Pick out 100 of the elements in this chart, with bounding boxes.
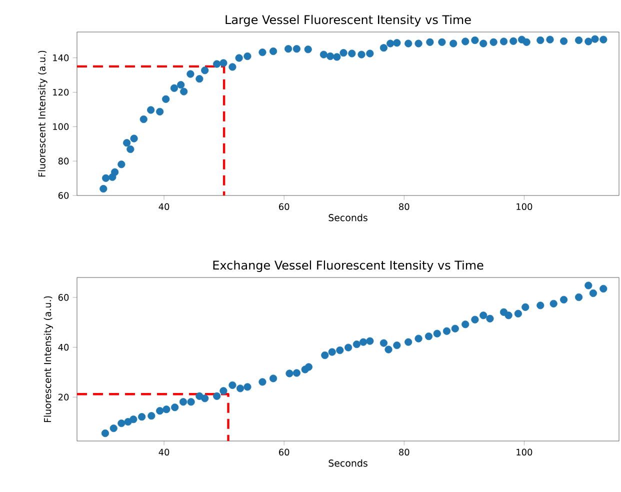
point (366, 50, 374, 58)
point (462, 38, 470, 46)
point (258, 378, 266, 386)
point (522, 303, 530, 311)
point (110, 424, 118, 432)
point (326, 52, 334, 60)
point (138, 413, 146, 421)
point (186, 70, 194, 78)
point (480, 312, 488, 320)
point (286, 370, 294, 378)
point (546, 36, 554, 44)
point (196, 75, 204, 83)
point (130, 134, 138, 142)
x-tick-label: 80 (399, 203, 410, 210)
point (600, 36, 608, 44)
point (358, 50, 366, 58)
point (522, 38, 530, 46)
point (386, 40, 394, 48)
point (442, 327, 451, 335)
point (589, 289, 597, 298)
x-axis-title: Seconds (328, 214, 368, 222)
point (591, 35, 599, 43)
point (171, 404, 179, 412)
point (126, 145, 134, 153)
y-tick-label: 20 (58, 394, 69, 401)
point (235, 54, 243, 62)
point (101, 429, 110, 438)
point (269, 374, 278, 382)
point (348, 50, 356, 58)
point (140, 115, 148, 124)
point (451, 324, 459, 332)
point (244, 383, 252, 391)
point (584, 282, 592, 290)
point (147, 106, 155, 114)
y-tick-label: 100 (53, 123, 69, 130)
point (490, 38, 498, 46)
point (380, 44, 388, 52)
point (187, 398, 195, 406)
point (380, 339, 388, 347)
y-axis-title: Fluorescent Intensity (a.u.) (38, 50, 48, 177)
point (433, 330, 441, 338)
point (328, 348, 336, 356)
point (228, 63, 236, 71)
point (321, 351, 329, 360)
point (536, 36, 544, 44)
chart-title: Exchange Vessel Fluorescent Itensity vs Time (213, 260, 484, 272)
point (438, 38, 446, 46)
point (560, 37, 568, 45)
point (102, 174, 110, 182)
x-tick-label: 60 (279, 448, 290, 456)
point (550, 300, 558, 308)
point (360, 338, 368, 346)
point (480, 40, 488, 48)
point (536, 302, 544, 310)
point (462, 320, 470, 328)
point (228, 381, 236, 389)
point (213, 392, 221, 400)
point (304, 363, 312, 371)
y-tick-label: 40 (58, 344, 69, 351)
point (471, 316, 479, 324)
point (424, 332, 433, 340)
point (366, 337, 374, 345)
point (156, 108, 164, 116)
point (170, 84, 178, 92)
y-tick-label: 60 (58, 192, 69, 199)
y-tick-label: 120 (53, 88, 69, 96)
point (292, 45, 300, 53)
x-tick-label: 100 (516, 448, 532, 456)
point (244, 52, 252, 60)
point (426, 38, 434, 46)
point (404, 40, 412, 48)
x-tick-label: 60 (279, 203, 290, 210)
y-tick-label: 80 (58, 158, 69, 164)
point (162, 406, 170, 414)
point (510, 37, 518, 45)
point (111, 168, 119, 176)
point (220, 59, 228, 67)
point (393, 341, 401, 350)
point (414, 334, 422, 342)
point (414, 40, 422, 48)
point (344, 344, 352, 352)
chart-title: Large Vessel Fluorescent Itensity vs Time (226, 14, 471, 26)
point (258, 48, 266, 56)
point (156, 407, 164, 415)
x-tick-label: 40 (158, 448, 170, 456)
point (180, 88, 188, 96)
x-tick-label: 80 (399, 448, 410, 456)
point (130, 416, 138, 424)
point (584, 38, 592, 46)
point (340, 49, 348, 57)
point (333, 53, 341, 61)
point (384, 346, 392, 354)
x-axis-title: Seconds (328, 459, 368, 467)
point (320, 50, 328, 58)
point (574, 293, 583, 301)
point (292, 369, 300, 377)
point (148, 412, 156, 420)
point (118, 420, 126, 428)
point (575, 36, 583, 44)
y-tick-label: 60 (58, 294, 69, 301)
